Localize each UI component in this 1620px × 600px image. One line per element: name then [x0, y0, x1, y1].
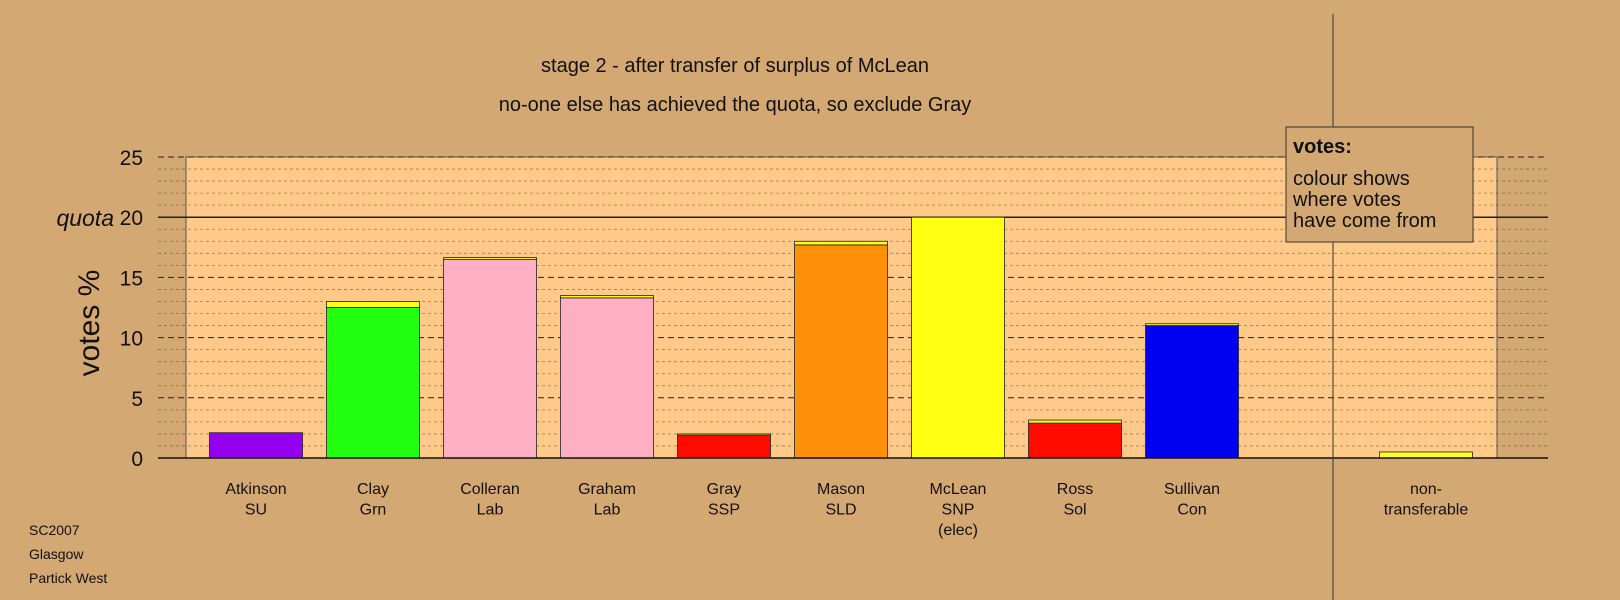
category-label: McLean — [930, 481, 987, 498]
category-label: Ross — [1057, 481, 1093, 498]
quota-label: quota — [56, 205, 114, 231]
category-label: Mason — [817, 481, 865, 498]
bar — [1145, 325, 1239, 459]
bar — [1028, 422, 1122, 459]
category-label: Con — [1177, 502, 1206, 519]
footer-line: SC2007 — [29, 522, 80, 538]
y-tick-label: 15 — [120, 267, 143, 290]
category-label: Sol — [1063, 502, 1086, 519]
footer-line: Glasgow — [29, 546, 84, 562]
bar-transfer-segment — [1028, 419, 1122, 424]
bar — [209, 432, 303, 459]
y-tick-label: 0 — [131, 448, 143, 471]
chart-title: stage 2 - after transfer of surplus of M… — [541, 55, 929, 77]
bar-transfer-segment — [1145, 323, 1239, 326]
y-tick-labels: 0 5 10 15 20 25 — [120, 147, 143, 471]
bar — [794, 244, 888, 459]
bar-transfer-segment — [560, 295, 654, 299]
category-label: Lab — [594, 502, 621, 519]
category-labels: Atkinson SU Clay Grn Colleran Lab Graham Lab Gra… — [225, 481, 1468, 539]
category-label: Graham — [578, 481, 636, 498]
bar-transfer-segment — [1379, 451, 1473, 459]
bar — [560, 297, 654, 459]
axes — [158, 14, 1548, 600]
category-label: Clay — [357, 481, 389, 498]
y-tick-label: 10 — [120, 328, 143, 351]
category-label: (elec) — [938, 522, 978, 539]
bar-transfer-segment — [326, 301, 420, 308]
category-label: SLD — [825, 502, 856, 519]
bar — [911, 216, 1005, 459]
bar — [326, 307, 420, 459]
y-axis-label: votes % — [73, 270, 106, 377]
y-tick-label: 25 — [120, 147, 143, 170]
bar — [677, 434, 771, 459]
legend-box — [1285, 126, 1474, 243]
chart-subtitle: no-one else has achieved the quota, so e… — [499, 94, 972, 116]
bar-transfer-segment — [443, 257, 537, 260]
bars — [209, 216, 1473, 459]
category-label: non- — [1410, 481, 1442, 498]
legend-title: votes: — [1293, 136, 1352, 158]
category-label: SU — [245, 502, 267, 519]
category-label: Colleran — [460, 481, 520, 498]
category-label: Lab — [477, 502, 504, 519]
bar-transfer-segment — [677, 433, 771, 436]
category-label: Grn — [360, 502, 387, 519]
bar — [443, 258, 537, 459]
category-label: Gray — [707, 481, 742, 498]
category-label: Sullivan — [1164, 481, 1220, 498]
legend-line: where votes — [1292, 189, 1401, 211]
bar-transfer-segment — [794, 240, 888, 246]
footer-line: Partick West — [29, 570, 107, 586]
legend-line: have come from — [1293, 210, 1436, 232]
category-label: SNP — [942, 502, 975, 519]
category-label: Atkinson — [225, 481, 286, 498]
category-label: SSP — [708, 502, 740, 519]
category-label: transferable — [1384, 502, 1469, 519]
legend: votes: colour shows where votes have com… — [1285, 126, 1474, 243]
y-tick-label: 5 — [131, 388, 143, 411]
footer: SC2007 Glasgow Partick West — [29, 522, 107, 586]
legend-line: colour shows — [1293, 168, 1410, 190]
y-tick-label: 20 — [120, 207, 143, 230]
